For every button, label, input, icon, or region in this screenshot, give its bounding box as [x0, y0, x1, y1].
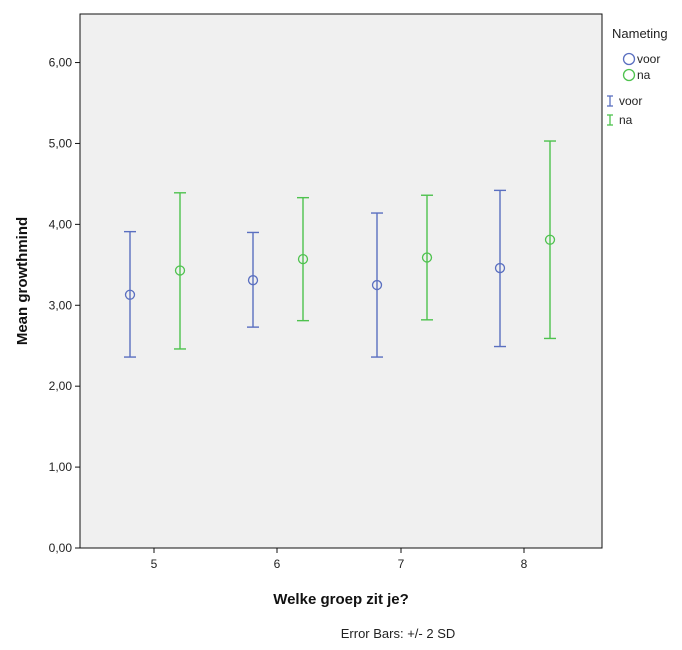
error-bars-footnote: Error Bars: +/- 2 SD — [341, 626, 456, 641]
y-tick-label: 2,00 — [49, 379, 73, 393]
mean-point-na — [421, 252, 433, 263]
x-tick-label: 7 — [398, 557, 405, 571]
mean-point-na — [174, 265, 186, 276]
mean-point-na — [297, 254, 309, 265]
series-layer — [124, 140, 556, 358]
y-tick-label: 4,00 — [49, 217, 73, 231]
y-tick-label: 3,00 — [49, 298, 73, 312]
legend-marker-circle — [622, 68, 636, 82]
y-tick-label: 6,00 — [49, 56, 73, 70]
series-voor — [124, 189, 506, 358]
legend-label: na — [637, 68, 651, 82]
legend: Nameting voor na voor na — [607, 26, 668, 127]
x-tick-label: 5 — [151, 557, 158, 571]
y-tick-label: 1,00 — [49, 460, 73, 474]
x-axis-title: Welke groep zit je? — [273, 591, 409, 608]
x-tick-label: 8 — [521, 557, 528, 571]
legend-title: Nameting — [612, 26, 668, 41]
legend-label: voor — [637, 52, 660, 66]
mean-point-voor — [371, 279, 383, 291]
x-axis: 5 6 7 8 — [151, 548, 528, 571]
plot-area — [79, 13, 603, 549]
y-tick-label: 0,00 — [49, 541, 73, 555]
legend-label: voor — [619, 94, 642, 108]
x-tick-label: 6 — [274, 557, 281, 571]
mean-point-voor — [247, 275, 259, 286]
legend-marker-circle — [622, 52, 636, 66]
legend-label: na — [619, 113, 633, 127]
mean-point-na — [544, 234, 556, 245]
mean-point-voor — [494, 262, 506, 274]
legend-entries: voor na voor na — [607, 52, 660, 127]
mean-point-voor — [124, 289, 136, 300]
y-axis-title: Mean growthmind — [14, 217, 31, 345]
y-tick-label: 5,00 — [49, 136, 73, 150]
y-axis: 0,00 1,00 2,00 3,00 4,00 5,00 6,00 — [49, 56, 80, 555]
series-na — [174, 140, 556, 350]
